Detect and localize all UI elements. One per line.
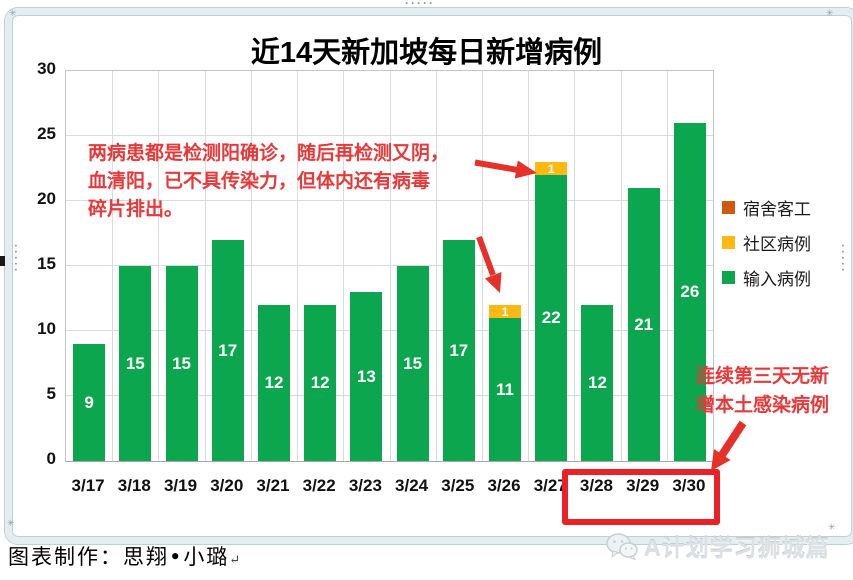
x-tick-label: 3/18 [117, 476, 151, 495]
bar-segment: 11 [489, 318, 522, 461]
gridline-vertical [250, 71, 252, 461]
corner-handle-icon: ✳ [826, 8, 834, 18]
y-tick-label: 30 [37, 59, 56, 78]
gridline-vertical [528, 71, 530, 461]
gridline-vertical [481, 71, 483, 461]
legend-item: 宿舍客工 [722, 196, 811, 219]
bar-value-label: 12 [587, 373, 607, 392]
x-tick-label: 3/25 [441, 476, 475, 495]
plot-area: 9 15 15 17 12 12 13 15 17 11 1 22 1 12 21 26 [65, 70, 714, 462]
bar-value-label: 22 [541, 308, 561, 327]
bar-value-label: 1 [547, 161, 555, 176]
highlight-box-last-three-days [562, 469, 720, 525]
x-tick-label: 3/21 [256, 476, 290, 495]
x-axis: 3/17 3/18 3/19 3/20 3/21 3/22 3/23 3/24 3/25 3/26… [65, 476, 712, 502]
bar-value-label: 15 [125, 353, 145, 373]
drag-handle-left-icon[interactable]: ····· [9, 244, 23, 274]
watermark: A计划学习狮城篇 [606, 529, 830, 563]
bar-value-label: 11 [496, 379, 515, 399]
bar-segment: 15 [165, 266, 198, 461]
bar-value-label: 21 [634, 314, 654, 334]
legend-item: 社区病例 [722, 231, 811, 254]
gridline-vertical [297, 71, 299, 461]
legend-label: 社区病例 [743, 234, 811, 254]
y-tick-label: 0 [46, 449, 56, 468]
bar-value-label: 17 [449, 340, 469, 360]
x-tick-label: 3/26 [487, 476, 521, 495]
x-tick-label: 3/23 [348, 476, 382, 495]
legend-label: 输入病例 [743, 269, 811, 289]
x-tick-label: 3/30 [672, 476, 706, 495]
legend-swatch-icon [722, 235, 735, 249]
bar-segment: 12 [304, 305, 337, 461]
bar-segment: 12 [581, 305, 614, 461]
x-tick-label: 3/22 [302, 476, 336, 495]
wechat-icon [606, 532, 638, 560]
bar-segment: 1 [489, 304, 522, 319]
gridline-vertical [112, 71, 114, 461]
gridline-vertical [158, 71, 160, 461]
bar-segment: 21 [627, 188, 660, 461]
gridline-vertical [204, 71, 206, 461]
corner-handle-icon: ✳ [9, 8, 17, 18]
y-tick-label: 10 [37, 319, 56, 338]
bar-segment: 26 [673, 123, 706, 461]
gridline-vertical [574, 71, 576, 461]
bar-value-label: 12 [264, 373, 284, 392]
x-tick-label: 3/17 [71, 476, 105, 495]
bar-value-label: 9 [84, 392, 94, 412]
corner-handle-icon: ✳ [7, 518, 15, 528]
watermark-text: A计划学习狮城篇 [644, 535, 830, 561]
y-tick-label: 15 [37, 254, 56, 273]
credit-text: 图表制作：思翔•小璐 [8, 545, 230, 569]
gridline-vertical [620, 71, 622, 461]
bar-value-label: 13 [356, 366, 376, 386]
bar-segment: 9 [73, 344, 106, 461]
bar-value-label: 12 [310, 373, 330, 392]
x-tick-label: 3/20 [210, 476, 244, 495]
bar-value-label: 26 [680, 282, 700, 301]
legend-label: 宿舍客工 [743, 199, 811, 219]
bar-value-label: 15 [403, 353, 423, 373]
legend-swatch-icon [722, 270, 735, 284]
bar-segment: 22 [535, 175, 568, 461]
legend-swatch-icon [722, 200, 735, 214]
gridline-vertical [389, 71, 391, 461]
x-tick-label: 3/27 [533, 476, 567, 495]
bar-segment: 1 [535, 161, 568, 176]
object-anchor-marker [0, 256, 5, 266]
y-axis: 0 5 10 15 20 25 30 [14, 59, 56, 468]
bar-value-label: 17 [218, 340, 238, 360]
x-tick-label: 3/19 [163, 476, 198, 495]
bar-segment: 12 [257, 305, 290, 461]
drag-handle-top-icon[interactable]: ····· [405, 0, 435, 10]
bar-segment: 17 [442, 240, 475, 461]
gridline-vertical [343, 71, 345, 461]
bar-segment: 13 [350, 292, 383, 461]
legend-item: 输入病例 [722, 266, 811, 289]
drag-handle-right-icon[interactable]: ····· [836, 244, 850, 274]
x-tick-label: 3/28 [579, 476, 613, 495]
x-tick-label: 3/29 [626, 476, 660, 495]
bar-segment: 15 [396, 266, 429, 461]
bar-value-label: 15 [172, 353, 191, 373]
gridline-vertical [666, 71, 668, 461]
y-tick-label: 5 [46, 384, 56, 403]
chart-title: 近14天新加坡每日新增病例 [250, 37, 603, 69]
y-tick-label: 25 [37, 124, 56, 143]
bar-value-label: 1 [501, 304, 509, 319]
gridline-vertical [435, 71, 437, 461]
legend: 宿舍客工社区病例输入病例 [722, 196, 811, 301]
corner-handle-icon: ✳ [828, 522, 836, 532]
bar-segment: 15 [119, 266, 152, 461]
annotation-no-local-cases: 连续第三天无新 增本土感染病例 [696, 366, 830, 416]
x-tick-label: 3/24 [395, 476, 429, 495]
paragraph-mark-icon: ↵ [229, 553, 241, 568]
bar-segment: 17 [211, 240, 244, 461]
annotation-retested-negative: 两病患都是检测阳确诊，随后再检测又阴， 血清阳，已不具传染力，但体内还有病毒 碎… [88, 143, 450, 220]
y-tick-label: 20 [37, 189, 56, 208]
credit-line: 图表制作：思翔•小璐↵ [8, 541, 240, 571]
